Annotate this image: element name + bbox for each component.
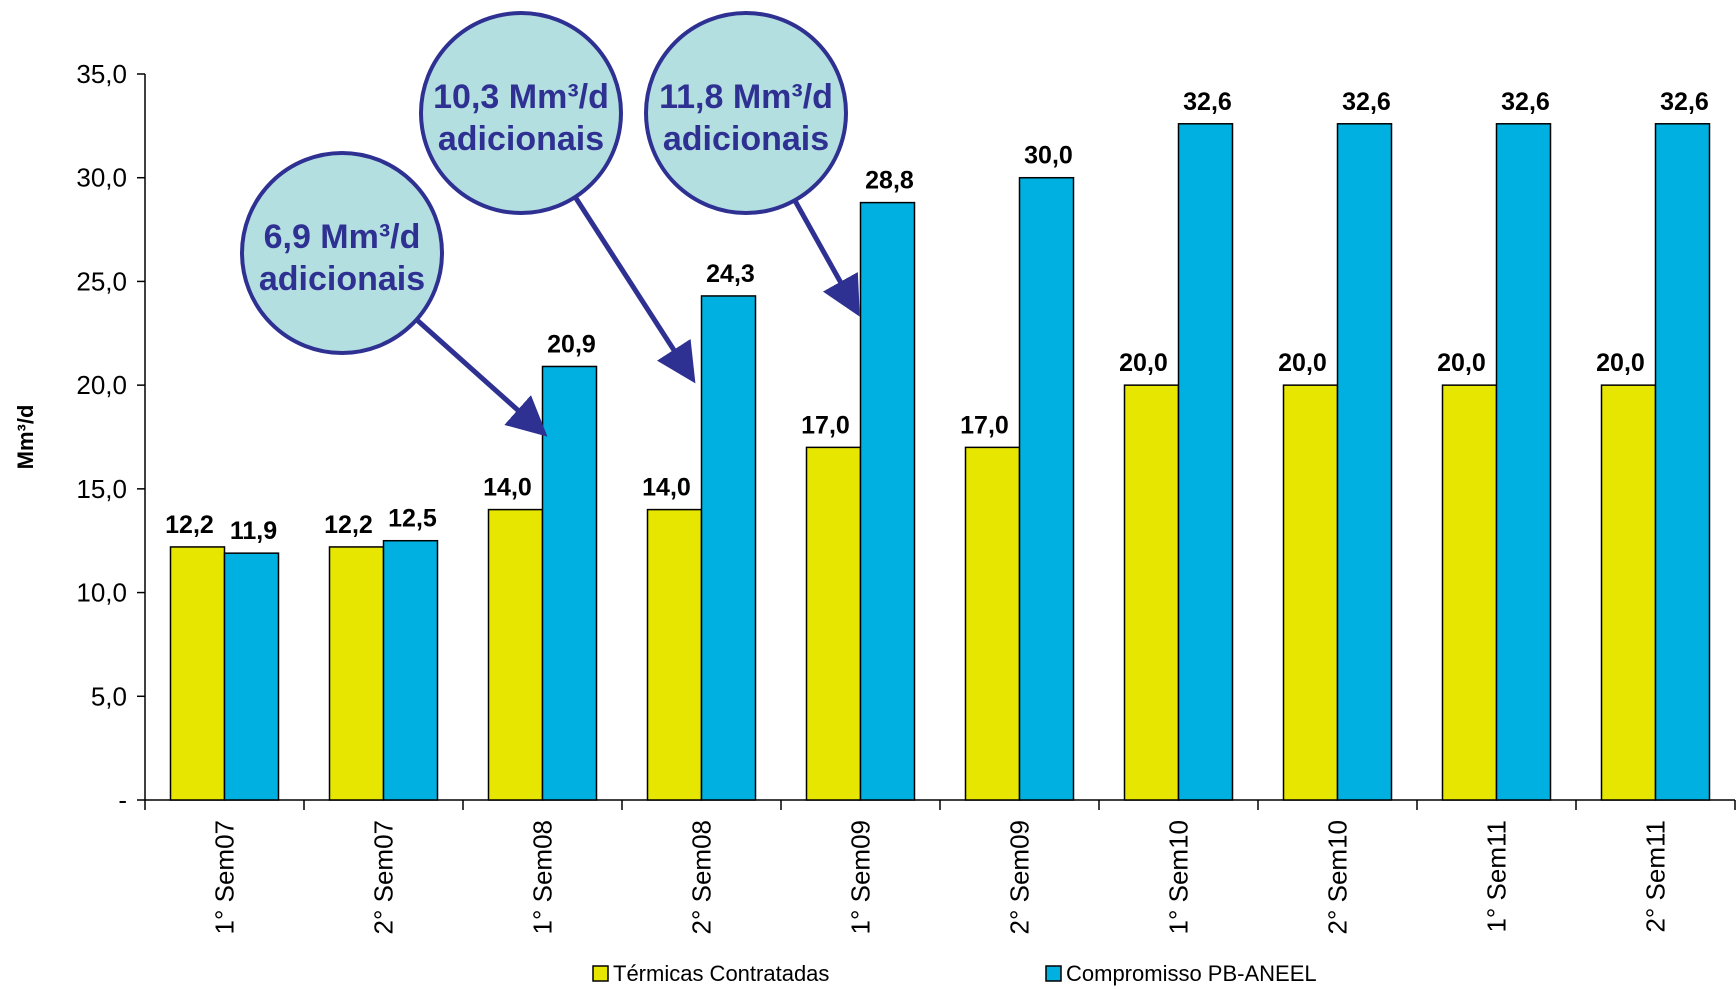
bar-compromisso bbox=[1177, 123, 1234, 801]
bar-termicas bbox=[1123, 384, 1180, 801]
annotation-line1: 10,3 Mm³/d bbox=[433, 78, 609, 116]
x-tick-label: 1° Sem10 bbox=[1164, 820, 1194, 934]
data-labels: 12,2 11,9 12,2 12,5 14,0 20,9 14,0 24,3 17,0 28,8… bbox=[165, 88, 1709, 545]
bar-compromisso bbox=[700, 295, 757, 801]
data-label: 28,8 bbox=[865, 167, 914, 195]
annotation-bubble bbox=[644, 11, 848, 215]
x-tick-label: 1° Sem07 bbox=[210, 820, 240, 934]
y-tick-label: 35,0 bbox=[76, 59, 127, 89]
bar-termicas bbox=[169, 546, 226, 801]
bar-termicas bbox=[805, 446, 862, 801]
annotations: 6,9 Mm³/d adicionais 10,3 Mm³/d adicionais 1… bbox=[240, 11, 860, 437]
y-tick-label: 30,0 bbox=[76, 163, 127, 193]
x-axis: 1° Sem07 2° Sem07 1° Sem08 2° Sem08 1° Sem09… bbox=[144, 799, 1736, 934]
x-tick-label: 1° Sem09 bbox=[846, 820, 876, 934]
bar-compromisso bbox=[382, 539, 439, 801]
legend-label: Térmicas Contratadas bbox=[613, 961, 829, 986]
bar-compromisso bbox=[223, 552, 280, 801]
y-tick-label: 10,0 bbox=[76, 578, 127, 608]
y-tick-label: - bbox=[118, 785, 127, 815]
x-tick-label: 2° Sem10 bbox=[1323, 820, 1353, 934]
data-label: 17,0 bbox=[801, 411, 850, 439]
x-tick-label: 1° Sem08 bbox=[528, 820, 558, 934]
x-tick-label: 2° Sem11 bbox=[1641, 820, 1671, 933]
data-label: 11,9 bbox=[230, 517, 277, 545]
data-label: 12,5 bbox=[388, 505, 437, 533]
y-tick-label: 25,0 bbox=[76, 266, 127, 296]
x-tick-label: 2° Sem08 bbox=[687, 820, 717, 934]
legend-swatch bbox=[592, 965, 609, 982]
y-tick-label: 20,0 bbox=[76, 370, 127, 400]
annotation-line2: adicionais bbox=[438, 120, 604, 158]
x-tick-label: 2° Sem07 bbox=[369, 820, 399, 934]
annotation-bubble bbox=[419, 11, 623, 215]
y-axis: - 5,0 10,0 15,0 20,0 25,0 30,0 35,0 Mm³/d bbox=[13, 59, 146, 815]
annotation-arrow bbox=[573, 195, 696, 384]
data-label: 20,0 bbox=[1278, 349, 1327, 377]
x-tick-label: 1° Sem11 bbox=[1482, 820, 1512, 933]
bar-termicas bbox=[328, 546, 385, 801]
y-tick-label: 15,0 bbox=[76, 474, 127, 504]
legend-swatch bbox=[1045, 965, 1062, 982]
bar-termicas bbox=[487, 508, 544, 801]
bar-compromisso bbox=[1336, 123, 1393, 801]
annotation-line2: adicionais bbox=[259, 260, 425, 298]
data-label: 32,6 bbox=[1501, 88, 1550, 116]
annotation-line1: 6,9 Mm³/d bbox=[264, 218, 421, 256]
data-label: 32,6 bbox=[1660, 88, 1709, 116]
bar-compromisso bbox=[1654, 123, 1711, 801]
data-label: 17,0 bbox=[960, 411, 1009, 439]
bar-termicas bbox=[1600, 384, 1657, 801]
data-label: 12,2 bbox=[165, 511, 214, 539]
data-label: 24,3 bbox=[706, 260, 755, 288]
bar-termicas bbox=[646, 508, 703, 801]
data-label: 32,6 bbox=[1183, 88, 1232, 116]
data-label: 14,0 bbox=[483, 474, 532, 502]
bar-compromisso bbox=[1018, 176, 1075, 801]
annotation-arrow bbox=[414, 317, 548, 437]
y-axis-title: Mm³/d bbox=[13, 405, 38, 470]
data-label: 20,0 bbox=[1119, 349, 1168, 377]
data-label: 32,6 bbox=[1342, 88, 1391, 116]
x-tick-label: 2° Sem09 bbox=[1005, 820, 1035, 934]
data-label: 20,0 bbox=[1596, 349, 1645, 377]
annotation-arrow bbox=[792, 199, 860, 317]
legend-label: Compromisso PB-ANEEL bbox=[1066, 961, 1317, 986]
data-label: 12,2 bbox=[324, 511, 373, 539]
y-tick-label: 5,0 bbox=[91, 681, 127, 711]
data-label: 20,0 bbox=[1437, 349, 1486, 377]
bar-compromisso bbox=[541, 365, 598, 801]
annotation-bubble bbox=[240, 151, 444, 355]
annotation-line1: 11,8 Mm³/d bbox=[659, 78, 833, 116]
bar-compromisso bbox=[859, 201, 916, 801]
bar-termicas bbox=[1441, 384, 1498, 801]
data-label: 30,0 bbox=[1024, 142, 1073, 170]
data-label: 20,9 bbox=[547, 330, 596, 358]
data-label: 14,0 bbox=[642, 474, 691, 502]
annotation-line2: adicionais bbox=[663, 120, 829, 158]
bar-termicas bbox=[964, 446, 1021, 801]
bar-termicas bbox=[1282, 384, 1339, 801]
legend: Térmicas Contratadas Compromisso PB-ANEEL bbox=[592, 961, 1317, 986]
bar-compromisso bbox=[1495, 123, 1552, 801]
bar-series bbox=[169, 123, 1711, 801]
